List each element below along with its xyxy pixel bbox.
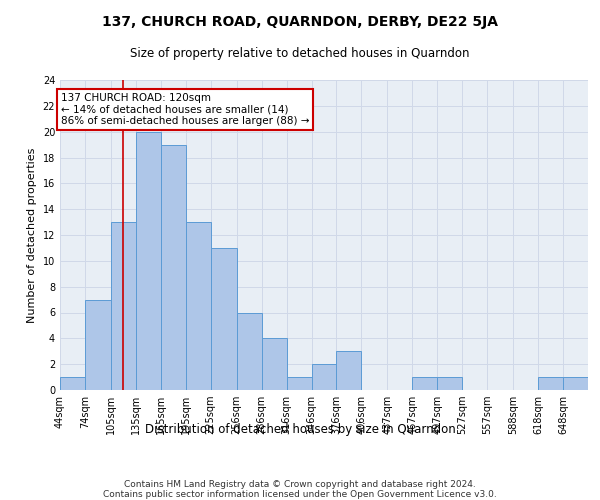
Text: Size of property relative to detached houses in Quarndon: Size of property relative to detached ho…	[130, 48, 470, 60]
Bar	[262, 338, 287, 390]
Bar	[538, 377, 563, 390]
Bar	[186, 222, 211, 390]
Bar	[563, 377, 588, 390]
Bar	[412, 377, 437, 390]
Bar	[60, 377, 85, 390]
Bar	[236, 312, 262, 390]
Text: Contains HM Land Registry data © Crown copyright and database right 2024.
Contai: Contains HM Land Registry data © Crown c…	[103, 480, 497, 500]
Text: 137 CHURCH ROAD: 120sqm
← 14% of detached houses are smaller (14)
86% of semi-de: 137 CHURCH ROAD: 120sqm ← 14% of detache…	[61, 93, 310, 126]
Bar	[136, 132, 161, 390]
Text: 137, CHURCH ROAD, QUARNDON, DERBY, DE22 5JA: 137, CHURCH ROAD, QUARNDON, DERBY, DE22 …	[102, 15, 498, 29]
Bar	[287, 377, 311, 390]
Bar	[311, 364, 337, 390]
Y-axis label: Number of detached properties: Number of detached properties	[27, 148, 37, 322]
Bar	[437, 377, 462, 390]
Bar	[85, 300, 111, 390]
Bar	[111, 222, 136, 390]
Bar	[161, 144, 186, 390]
Text: Distribution of detached houses by size in Quarndon: Distribution of detached houses by size …	[145, 422, 455, 436]
Bar	[211, 248, 236, 390]
Bar	[337, 351, 361, 390]
